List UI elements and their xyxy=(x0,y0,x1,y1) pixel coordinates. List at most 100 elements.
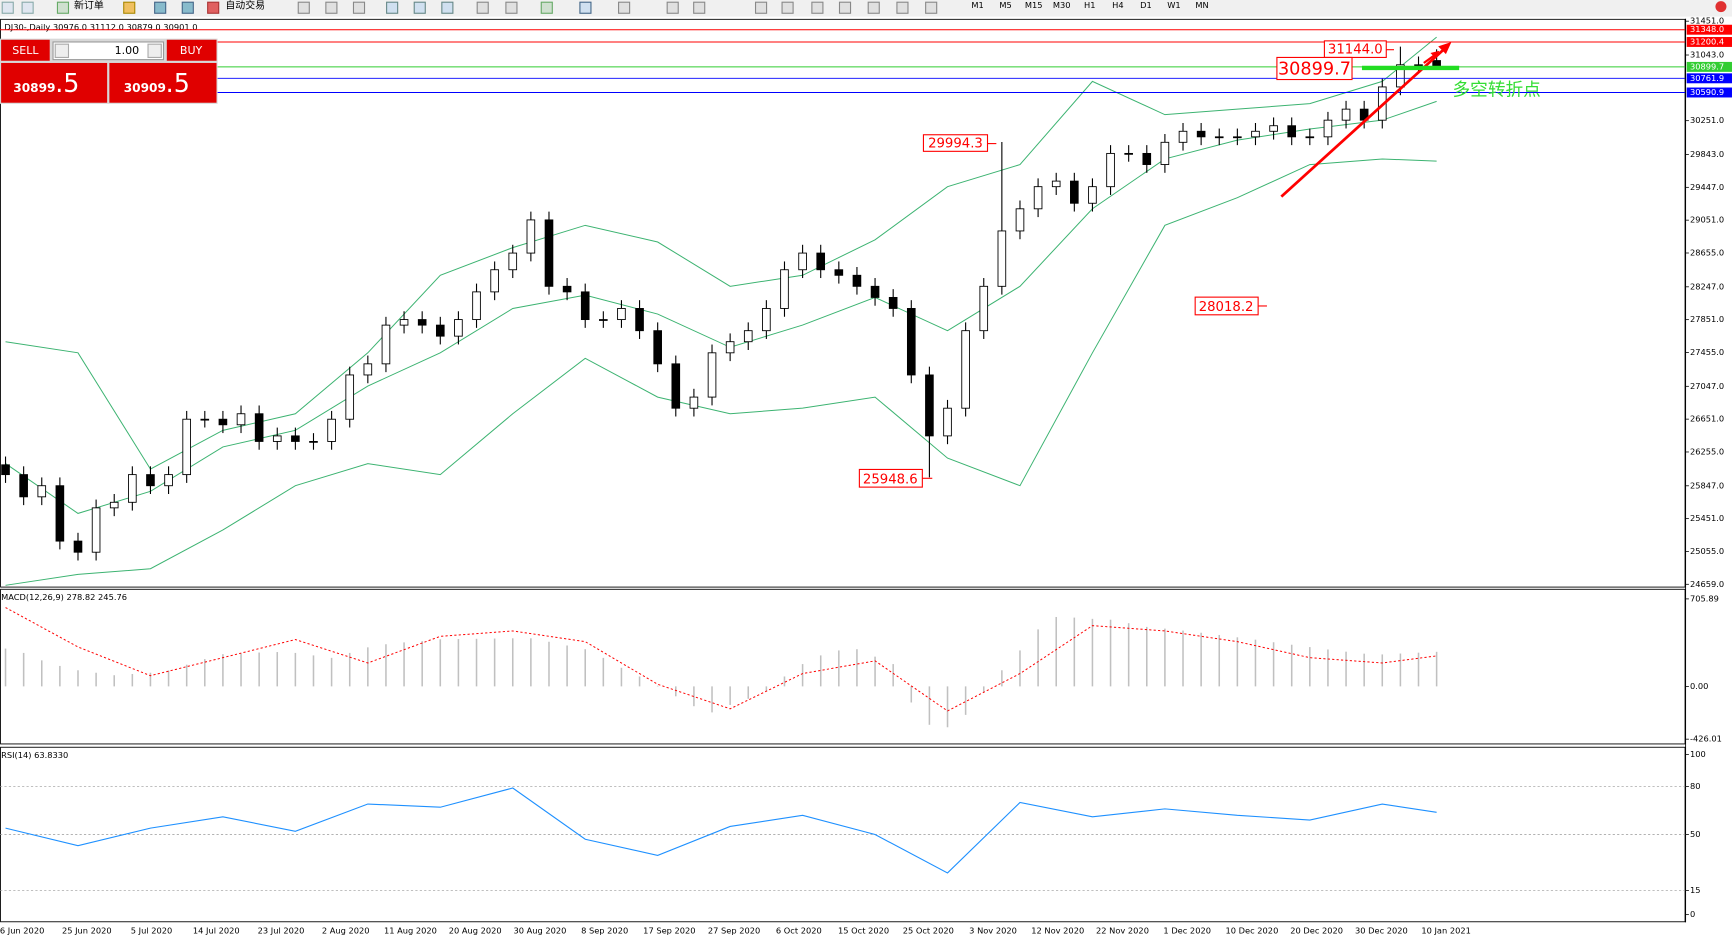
candle-body xyxy=(1,464,10,476)
candle-body xyxy=(164,474,173,487)
toolbar-icon[interactable] xyxy=(540,1,553,14)
y-tick-label: 50 xyxy=(1690,829,1701,839)
toolbar-icon[interactable] xyxy=(781,1,794,14)
sell-label[interactable]: SELL xyxy=(12,44,39,57)
volume-up[interactable] xyxy=(147,43,162,58)
annotation-box xyxy=(1276,56,1353,81)
new-order-button[interactable]: 新订单 xyxy=(74,0,104,12)
timeframe-button[interactable]: W1 xyxy=(1167,0,1180,10)
toolbar-icon[interactable] xyxy=(441,1,454,14)
y-tick-label: 27851.0 xyxy=(1690,314,1724,324)
x-tick-label: 12 Nov 2020 xyxy=(1031,926,1084,936)
buy-price-pip[interactable]: .5 xyxy=(166,68,190,98)
candle-body xyxy=(272,435,282,442)
y-tick-label: 24659.0 xyxy=(1690,579,1724,589)
candle-body xyxy=(562,285,572,293)
price-level-tag xyxy=(1686,87,1732,98)
buy-price[interactable]: 30909 xyxy=(124,81,166,95)
toolbar-icon[interactable] xyxy=(56,1,70,14)
y-tick-label: 30251.0 xyxy=(1690,115,1724,125)
sell-price-box[interactable] xyxy=(1,62,108,103)
candle-body xyxy=(55,485,65,542)
candle-body xyxy=(327,418,336,442)
candle-body xyxy=(1160,141,1170,165)
y-tick-label: 31043.0 xyxy=(1690,50,1724,60)
sell-button[interactable] xyxy=(1,39,50,61)
price-level-label: 30761.9 xyxy=(1690,73,1724,83)
timeframe-button[interactable]: H4 xyxy=(1112,0,1123,10)
timeframe-button[interactable]: D1 xyxy=(1140,0,1152,10)
x-tick-label: 22 Nov 2020 xyxy=(1096,926,1149,936)
toolbar-icon[interactable] xyxy=(476,1,489,14)
toolbar-icon[interactable] xyxy=(811,1,824,14)
buy-price-box[interactable] xyxy=(109,62,217,103)
toolbar-icon[interactable] xyxy=(386,1,399,14)
toolbar-icon[interactable] xyxy=(505,1,518,14)
candle-body xyxy=(309,441,318,443)
candle-body xyxy=(1051,180,1061,188)
sell-price-pip[interactable]: .5 xyxy=(55,68,79,98)
macd-chart: 705.89 0.00 -426.01 xyxy=(4,593,1722,744)
toolbar-icon[interactable] xyxy=(352,1,366,14)
alert-icon[interactable] xyxy=(1715,1,1727,13)
x-tick-label: 27 Sep 2020 xyxy=(708,926,760,936)
y-tick-label: 0 xyxy=(1690,909,1695,919)
toolbar-icon[interactable] xyxy=(754,1,768,14)
toolbar-icon[interactable] xyxy=(579,1,592,14)
price-level-tag xyxy=(1686,61,1732,72)
toolbar-icon[interactable] xyxy=(693,1,706,14)
timeframe-button[interactable]: H1 xyxy=(1084,0,1095,10)
toolbar-icon[interactable] xyxy=(123,1,136,14)
candle-body xyxy=(544,219,554,287)
volume-value[interactable]: 1.00 xyxy=(115,44,140,57)
candle-body xyxy=(1233,136,1242,139)
volume-input[interactable] xyxy=(52,41,165,61)
sell-price[interactable]: 30899 xyxy=(13,81,55,95)
toolbar-icon[interactable] xyxy=(838,1,852,14)
buy-button[interactable] xyxy=(166,39,217,61)
x-tick-label: 10 Jan 2021 xyxy=(1421,926,1471,936)
toolbar-icon[interactable] xyxy=(21,1,34,14)
toolbar-icon[interactable] xyxy=(154,1,167,14)
candle-body xyxy=(852,274,862,287)
buy-label[interactable]: BUY xyxy=(180,44,203,57)
timeframe-button[interactable]: MN xyxy=(1195,0,1208,10)
y-tick-label: 0.00 xyxy=(1690,681,1708,691)
x-tick-label: 30 Aug 2020 xyxy=(513,926,566,936)
price-chart: 31451.0 31043.0 30251.0 29843.0 29447.0 29051… xyxy=(0,16,1732,936)
toolbar-icon[interactable] xyxy=(207,1,220,14)
toolbar-icon[interactable] xyxy=(666,1,679,14)
candle-body xyxy=(798,252,807,271)
auto-trade-button[interactable]: 自动交易 xyxy=(225,0,265,12)
timeframe-button[interactable]: M1 xyxy=(971,0,983,10)
candle-body xyxy=(870,285,880,298)
timeframe-button[interactable]: M30 xyxy=(1053,0,1071,10)
toolbar-icon[interactable] xyxy=(413,1,426,14)
candle-body xyxy=(617,308,626,321)
candle-body xyxy=(997,230,1007,287)
toolbar-icon[interactable] xyxy=(925,1,938,14)
candle-body xyxy=(146,474,155,487)
toolbar-icon[interactable] xyxy=(618,1,631,14)
toolbar-icon[interactable] xyxy=(181,1,194,14)
candle-body xyxy=(725,341,735,354)
toolbar-icon[interactable] xyxy=(867,1,880,14)
toolbar-icon[interactable] xyxy=(896,1,909,14)
y-tick-label: 100 xyxy=(1690,749,1706,759)
price-level-tag xyxy=(1686,73,1732,84)
x-tick-label: 6 Jun 2020 xyxy=(0,926,44,936)
timeframe-button[interactable]: M15 xyxy=(1025,0,1043,10)
x-tick-label: 14 Jul 2020 xyxy=(193,926,240,936)
annotation: 28018.2 xyxy=(1199,300,1254,315)
candle-body xyxy=(1015,208,1025,232)
macd-pane xyxy=(0,588,1686,745)
x-tick-label: 30 Dec 2020 xyxy=(1355,926,1408,936)
timeframe-button[interactable]: M5 xyxy=(999,0,1011,10)
annotation: 29994.3 xyxy=(928,137,983,152)
candle-body xyxy=(472,291,481,321)
toolbar-icon[interactable] xyxy=(297,1,310,14)
toolbar-icon[interactable] xyxy=(325,1,338,14)
x-tick-label: 25 Oct 2020 xyxy=(903,926,954,936)
toolbar-icon[interactable] xyxy=(1,1,14,14)
volume-down[interactable] xyxy=(54,43,70,58)
